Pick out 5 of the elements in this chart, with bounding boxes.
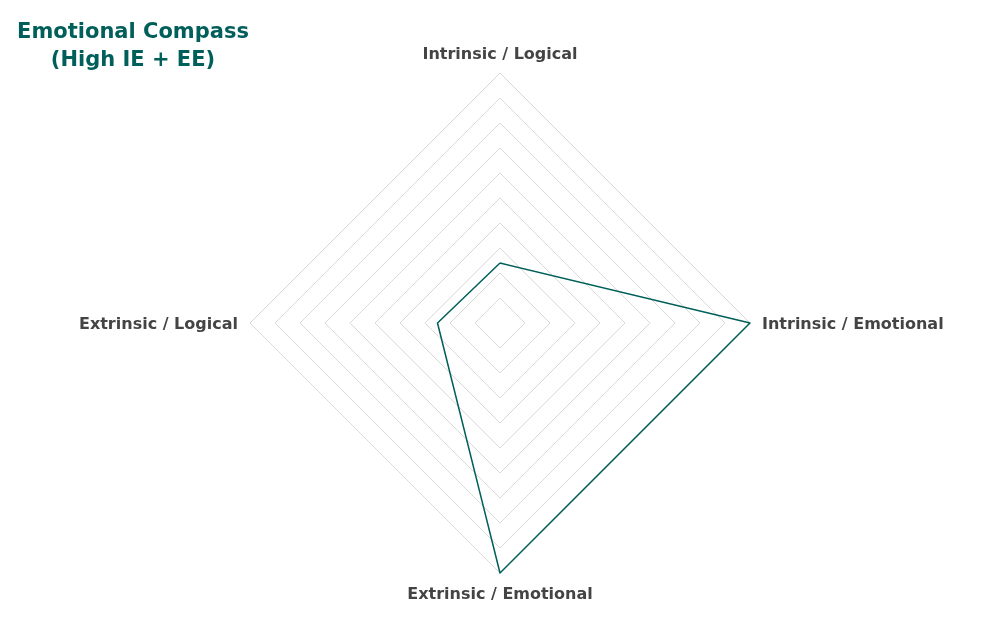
- spoke-label: Extrinsic / Emotional: [407, 583, 593, 603]
- chart-title: Emotional Compass (High IE + EE): [17, 19, 249, 71]
- spoke-label: Intrinsic / Emotional: [762, 313, 944, 333]
- spoke-label: Intrinsic / Logical: [422, 43, 578, 63]
- spoke-label: Extrinsic / Logical: [78, 313, 238, 333]
